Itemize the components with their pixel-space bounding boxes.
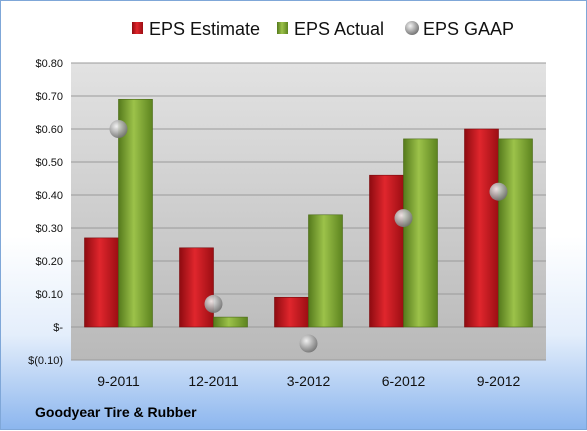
bar-eps-actual bbox=[403, 138, 438, 328]
marker-eps-gaap bbox=[204, 294, 223, 313]
marker-eps-gaap bbox=[394, 209, 413, 228]
y-tick-label: $0.30 bbox=[35, 223, 63, 235]
legend-label: EPS Actual bbox=[294, 19, 384, 39]
y-tick-label: $0.80 bbox=[35, 58, 63, 70]
bar-eps-actual bbox=[213, 316, 248, 328]
bar-eps-actual bbox=[308, 214, 343, 328]
gaap-markers bbox=[109, 120, 508, 353]
bar-eps-actual bbox=[498, 138, 533, 328]
x-tick-label: 6-2012 bbox=[382, 373, 426, 389]
legend-label: EPS GAAP bbox=[423, 19, 514, 39]
bar-eps-estimate bbox=[369, 174, 404, 328]
x-axis-ticks: 9-2011 12-2011 3-2012 6-2012 9-2012 bbox=[97, 373, 520, 389]
y-tick-label: $- bbox=[53, 322, 63, 334]
bar-eps-estimate bbox=[464, 128, 499, 328]
legend: EPS Estimate EPS Actual EPS GAAP bbox=[132, 19, 514, 39]
marker-eps-gaap bbox=[489, 182, 508, 201]
x-tick-label: 12-2011 bbox=[188, 373, 239, 389]
bar-eps-estimate bbox=[179, 247, 214, 328]
y-tick-label: $0.10 bbox=[35, 289, 63, 301]
x-tick-label: 9-2011 bbox=[97, 373, 140, 389]
marker-eps-gaap bbox=[109, 120, 128, 138]
bar-eps-actual bbox=[118, 99, 153, 328]
legend-swatch bbox=[277, 22, 288, 34]
legend-swatch bbox=[132, 22, 143, 34]
bar-eps-estimate bbox=[84, 237, 119, 328]
y-tick-label: $0.20 bbox=[35, 256, 63, 268]
y-tick-label: $0.60 bbox=[35, 124, 63, 136]
y-tick-label: $0.70 bbox=[35, 91, 63, 103]
marker-eps-gaap bbox=[299, 334, 318, 353]
y-tick-label: $(0.10) bbox=[28, 355, 63, 367]
bar-eps-estimate bbox=[274, 296, 309, 328]
y-axis-ticks: $0.80 $0.70 $0.60 $0.50 $0.40 $0.30 $0.20 $0.10… bbox=[28, 58, 63, 367]
x-tick-label: 9-2012 bbox=[477, 373, 521, 389]
y-tick-label: $0.50 bbox=[35, 157, 63, 169]
legend-swatch bbox=[405, 21, 419, 35]
x-tick-label: 3-2012 bbox=[287, 373, 331, 389]
legend-label: EPS Estimate bbox=[149, 19, 260, 39]
y-tick-label: $0.40 bbox=[35, 190, 63, 202]
company-name: Goodyear Tire & Rubber bbox=[35, 404, 197, 420]
bars bbox=[84, 99, 533, 328]
